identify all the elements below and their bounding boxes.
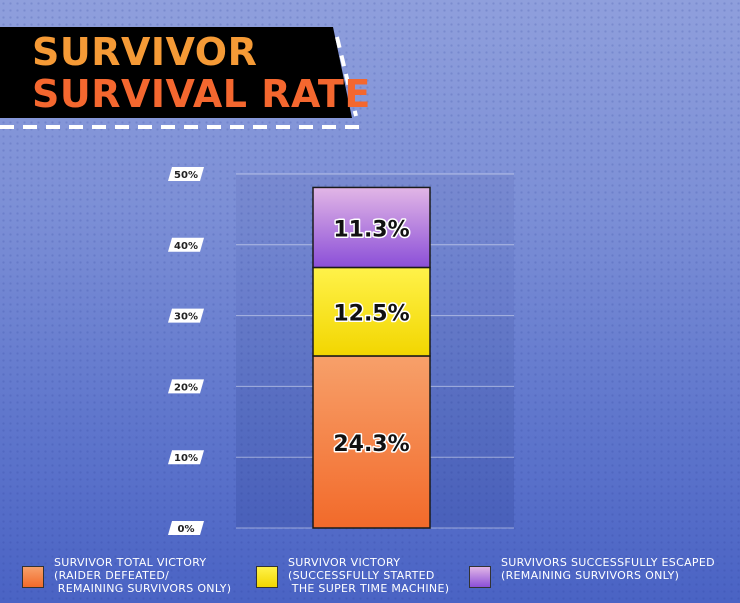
tick-label-box: [168, 167, 204, 181]
bar-segment-1: [312, 266, 431, 357]
legend-label-victory: SURVIVOR VICTORY (SUCCESSFULLY STARTED T…: [288, 556, 450, 595]
legend-swatch-total-victory: [22, 566, 44, 588]
title-banner-shape: [0, 27, 362, 129]
tick-label-box: [168, 308, 204, 323]
tick-label-box: [168, 450, 204, 465]
y-axis-ticks: 0% 10% 20% 30% 40% 50%: [168, 167, 204, 535]
bar-stack: [312, 186, 431, 529]
tick-label: 50%: [174, 170, 198, 181]
tick-label-box: [168, 237, 204, 252]
bar-segment-2: [312, 186, 431, 269]
legend-label-escaped: SURVIVORS SUCCESSFULLY ESCAPED (REMAININ…: [501, 556, 715, 582]
tick-label: 0%: [178, 524, 195, 535]
data-labels: 24.3% 12.5% 11.3%: [332, 216, 411, 459]
data-label-2: 11.3%: [333, 217, 409, 242]
bar-segment-0: [312, 355, 431, 529]
tick-label: 40%: [174, 241, 198, 252]
data-label-1: 12.5%: [333, 302, 409, 327]
legend-label-total-victory: SURVIVOR TOTAL VICTORY (RAIDER DEFEATED/…: [54, 556, 232, 595]
tick-label-box: [168, 379, 204, 394]
tick-label: 20%: [174, 382, 198, 393]
tick-label: 30%: [174, 312, 198, 323]
title-line-2: SURVIVAL RATE: [32, 72, 371, 116]
tick-label: 10%: [174, 453, 198, 464]
tick-label-box: [168, 521, 204, 535]
legend-swatch-escaped: [469, 566, 491, 588]
legend-swatch-victory: [256, 566, 278, 588]
title-banner: SURVIVOR SURVIVAL RATE: [0, 0, 370, 135]
title-line-1: SURVIVOR: [32, 30, 258, 74]
data-label-0: 24.3%: [333, 432, 409, 457]
